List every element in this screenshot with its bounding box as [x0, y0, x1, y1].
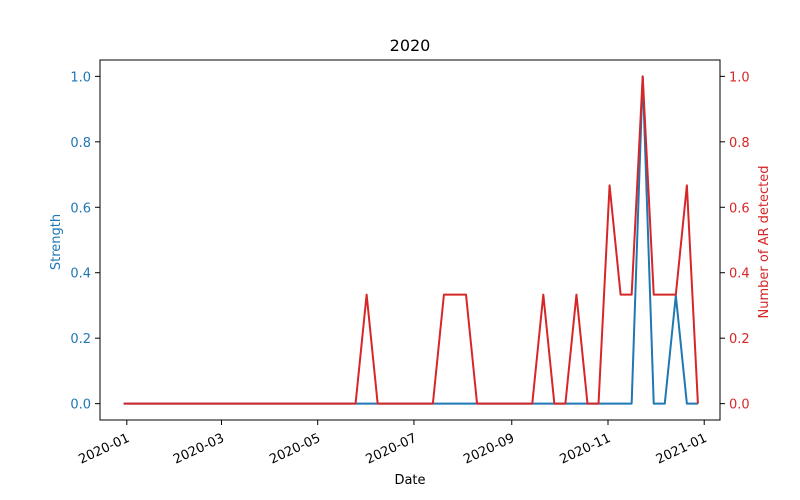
y-axis-left: 0.0 0.2 0.4 0.6 0.8 1.0: [70, 70, 100, 413]
x-tick-label: 2020-07: [364, 431, 420, 468]
plot-frame: [99, 59, 721, 421]
y-right-tick-label: 1.0: [729, 70, 750, 85]
y-left-tick-label: 0.8: [70, 136, 91, 151]
plot-lines: [123, 75, 699, 405]
y-axis-right-title: Number of AR detected: [757, 166, 772, 319]
x-tick-label: 2020-11: [558, 431, 614, 468]
x-tick-label: 2020-01: [76, 431, 132, 468]
y-right-tick-label: 0.6: [729, 201, 750, 216]
plot-border: [99, 59, 721, 421]
y-axis-right: 0.0 0.2 0.4 0.6 0.8 1.0: [720, 70, 750, 413]
y-right-tick-label: 0.8: [729, 136, 750, 151]
chart-title: 2020: [390, 36, 431, 55]
x-tick-label: 2020-05: [267, 431, 323, 468]
x-tick-label: 2021-01: [654, 431, 710, 468]
y-right-tick-label: 0.0: [729, 398, 750, 413]
x-axis-title: Date: [394, 473, 425, 488]
y-right-tick-label: 0.4: [729, 267, 750, 282]
y-left-tick-label: 0.2: [70, 332, 91, 347]
series-line-left-axis: [123, 75, 698, 405]
x-tick-label: 2020-09: [461, 431, 517, 468]
x-axis: 2020-01 2020-03 2020-05 2020-07 2020-09 2020-…: [76, 420, 709, 467]
y-left-tick-label: 1.0: [70, 70, 91, 85]
y-left-tick-label: 0.0: [70, 398, 91, 413]
y-right-tick-label: 0.2: [729, 332, 750, 347]
y-left-tick-label: 0.4: [70, 267, 91, 282]
y-left-tick-label: 0.6: [70, 201, 91, 216]
series-line-right-axis: [123, 75, 699, 405]
y-axis-left-title: Strength: [49, 214, 64, 270]
x-tick-label: 2020-03: [171, 431, 227, 468]
